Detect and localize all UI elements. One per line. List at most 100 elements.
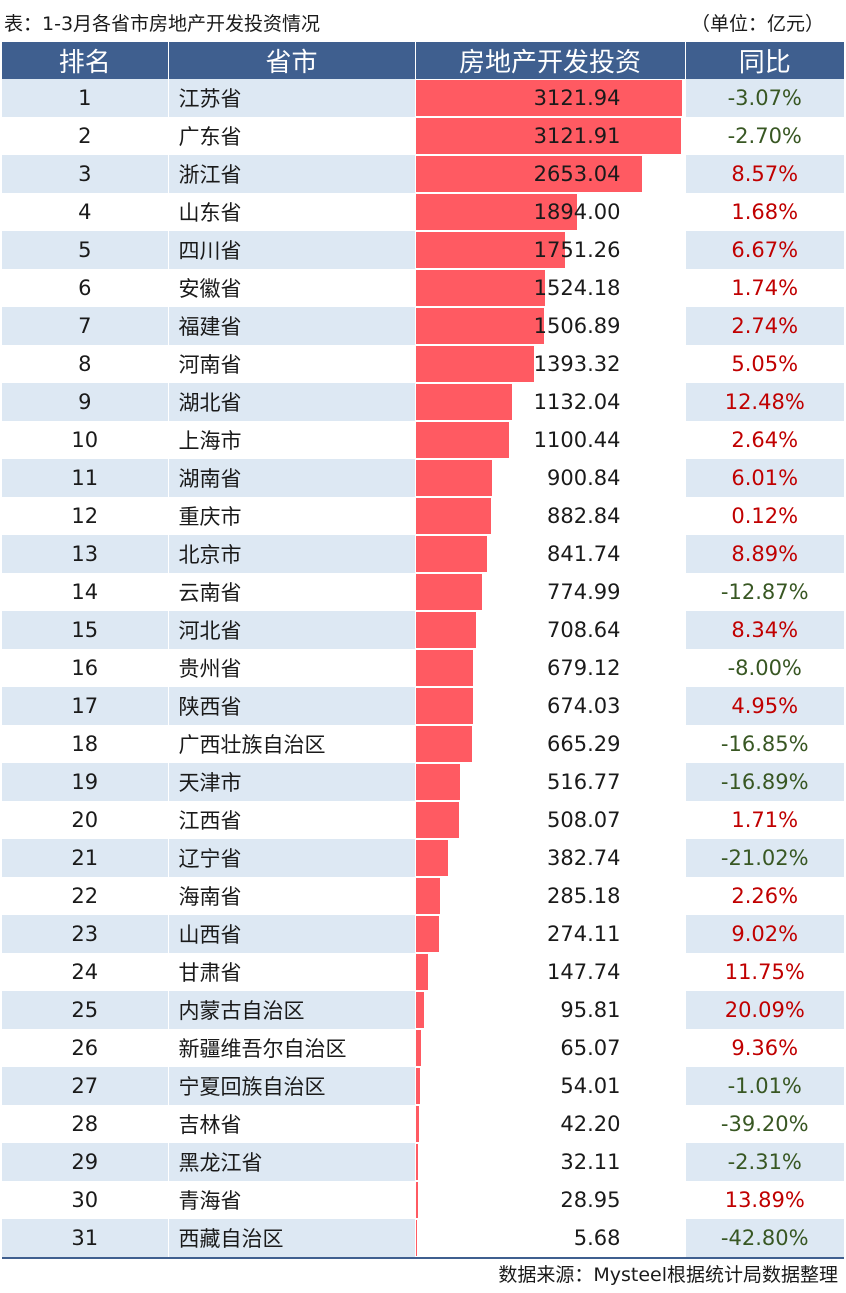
table-row: 5 四川省 1751.26 6.67% (2, 231, 844, 269)
table-row: 28 吉林省 42.20 -39.20% (2, 1105, 844, 1143)
yoy-cell: -8.00% (727, 656, 802, 680)
yoy-cell: 20.09% (724, 998, 805, 1022)
investment-value: 774.99 (547, 580, 621, 604)
table-title: 表：1-3月各省市房地产开发投资情况 (4, 13, 321, 35)
province-cell: 广西壮族自治区 (168, 725, 416, 763)
table-bottom-rule (2, 1257, 844, 1259)
rank-cell: 26 (2, 1029, 169, 1067)
table-row: 10 上海市 1100.44 2.64% (2, 421, 844, 459)
investment-cell: 3121.94 (415, 79, 686, 117)
investment-bar (415, 764, 460, 800)
investment-cell: 679.12 (415, 649, 686, 687)
investment-value: 1506.89 (533, 314, 621, 338)
province-cell: 福建省 (168, 307, 416, 345)
investment-value: 1100.44 (533, 428, 621, 452)
header-rank: 排名 (2, 42, 169, 79)
header-row: 排名 省市 房地产开发投资 同比 (2, 42, 844, 79)
investment-bar (415, 270, 546, 306)
province-cell: 安徽省 (168, 269, 416, 307)
province-cell: 四川省 (168, 231, 416, 269)
investment-bar (415, 384, 512, 420)
rank-cell: 30 (2, 1181, 169, 1219)
rank-cell: 11 (2, 459, 169, 497)
table-row: 30 青海省 28.95 13.89% (2, 1181, 844, 1219)
yoy-cell: 4.95% (731, 694, 799, 718)
investment-cell: 665.29 (415, 725, 686, 763)
yoy-cell: 1.68% (731, 200, 799, 224)
investment-bar (415, 156, 642, 192)
table-row: 25 内蒙古自治区 95.81 20.09% (2, 991, 844, 1029)
table-row: 2 广东省 3121.91 -2.70% (2, 117, 844, 155)
province-cell: 黑龙江省 (168, 1143, 416, 1181)
investment-bar (415, 194, 577, 230)
province-cell: 河北省 (168, 611, 416, 649)
investment-cell: 65.07 (415, 1029, 686, 1067)
rank-cell: 16 (2, 649, 169, 687)
investment-value: 1751.26 (533, 238, 621, 262)
table-row: 17 陕西省 674.03 4.95% (2, 687, 844, 725)
yoy-cell: 1.74% (731, 276, 799, 300)
rank-cell: 22 (2, 877, 169, 915)
table-row: 11 湖南省 900.84 6.01% (2, 459, 844, 497)
yoy-cell: 9.36% (731, 1036, 799, 1060)
yoy-cell: -21.02% (720, 846, 809, 870)
province-cell: 山西省 (168, 915, 416, 953)
investment-value: 665.29 (547, 732, 621, 756)
investment-cell: 274.11 (415, 915, 686, 953)
unit-label: （单位：亿元） (690, 13, 824, 35)
investment-cell: 2653.04 (415, 155, 686, 193)
table-row: 31 西藏自治区 5.68 -42.80% (2, 1219, 844, 1257)
province-cell: 吉林省 (168, 1105, 416, 1143)
investment-value: 674.03 (547, 694, 621, 718)
rank-cell: 6 (2, 269, 169, 307)
investment-value: 1132.04 (533, 390, 621, 414)
province-cell: 甘肃省 (168, 953, 416, 991)
yoy-cell: 6.67% (731, 238, 799, 262)
rank-cell: 4 (2, 193, 169, 231)
province-cell: 上海市 (168, 421, 416, 459)
yoy-cell: 2.26% (731, 884, 799, 908)
investment-cell: 1894.00 (415, 193, 686, 231)
table-row: 8 河南省 1393.32 5.05% (2, 345, 844, 383)
rank-cell: 8 (2, 345, 169, 383)
table-row: 18 广西壮族自治区 665.29 -16.85% (2, 725, 844, 763)
table-row: 13 北京市 841.74 8.89% (2, 535, 844, 573)
investment-value: 32.11 (560, 1150, 621, 1174)
province-cell: 内蒙古自治区 (168, 991, 416, 1029)
investment-bar (415, 992, 424, 1028)
rank-cell: 18 (2, 725, 169, 763)
yoy-cell: 8.34% (731, 618, 799, 642)
yoy-cell: 2.64% (731, 428, 799, 452)
yoy-cell: 11.75% (724, 960, 805, 984)
province-cell: 浙江省 (168, 155, 416, 193)
table-caption: 表：1-3月各省市房地产开发投资情况 （单位：亿元） (0, 0, 846, 42)
yoy-cell: 1.71% (731, 808, 799, 832)
investment-bar (415, 878, 440, 914)
province-cell: 云南省 (168, 573, 416, 611)
investment-cell: 674.03 (415, 687, 686, 725)
rank-cell: 1 (2, 79, 169, 117)
province-cell: 重庆市 (168, 497, 416, 535)
yoy-cell: 8.89% (731, 542, 799, 566)
investment-value: 28.95 (560, 1188, 621, 1212)
investment-cell: 1524.18 (415, 269, 686, 307)
investment-bar (415, 536, 488, 572)
province-cell: 陕西省 (168, 687, 416, 725)
yoy-cell: 12.48% (724, 390, 805, 414)
table-row: 21 辽宁省 382.74 -21.02% (2, 839, 844, 877)
table-row: 16 贵州省 679.12 -8.00% (2, 649, 844, 687)
table-row: 4 山东省 1894.00 1.68% (2, 193, 844, 231)
investment-value: 516.77 (547, 770, 621, 794)
province-cell: 江西省 (168, 801, 416, 839)
investment-bar (415, 460, 493, 496)
rank-cell: 23 (2, 915, 169, 953)
investment-bar (415, 688, 473, 724)
investment-bar (415, 1182, 418, 1218)
province-cell: 新疆维吾尔自治区 (168, 1029, 416, 1067)
province-cell: 海南省 (168, 877, 416, 915)
yoy-cell: 9.02% (731, 922, 799, 946)
investment-bar (415, 1144, 419, 1180)
rank-cell: 29 (2, 1143, 169, 1181)
table-row: 24 甘肃省 147.74 11.75% (2, 953, 844, 991)
yoy-cell: 2.74% (731, 314, 799, 338)
